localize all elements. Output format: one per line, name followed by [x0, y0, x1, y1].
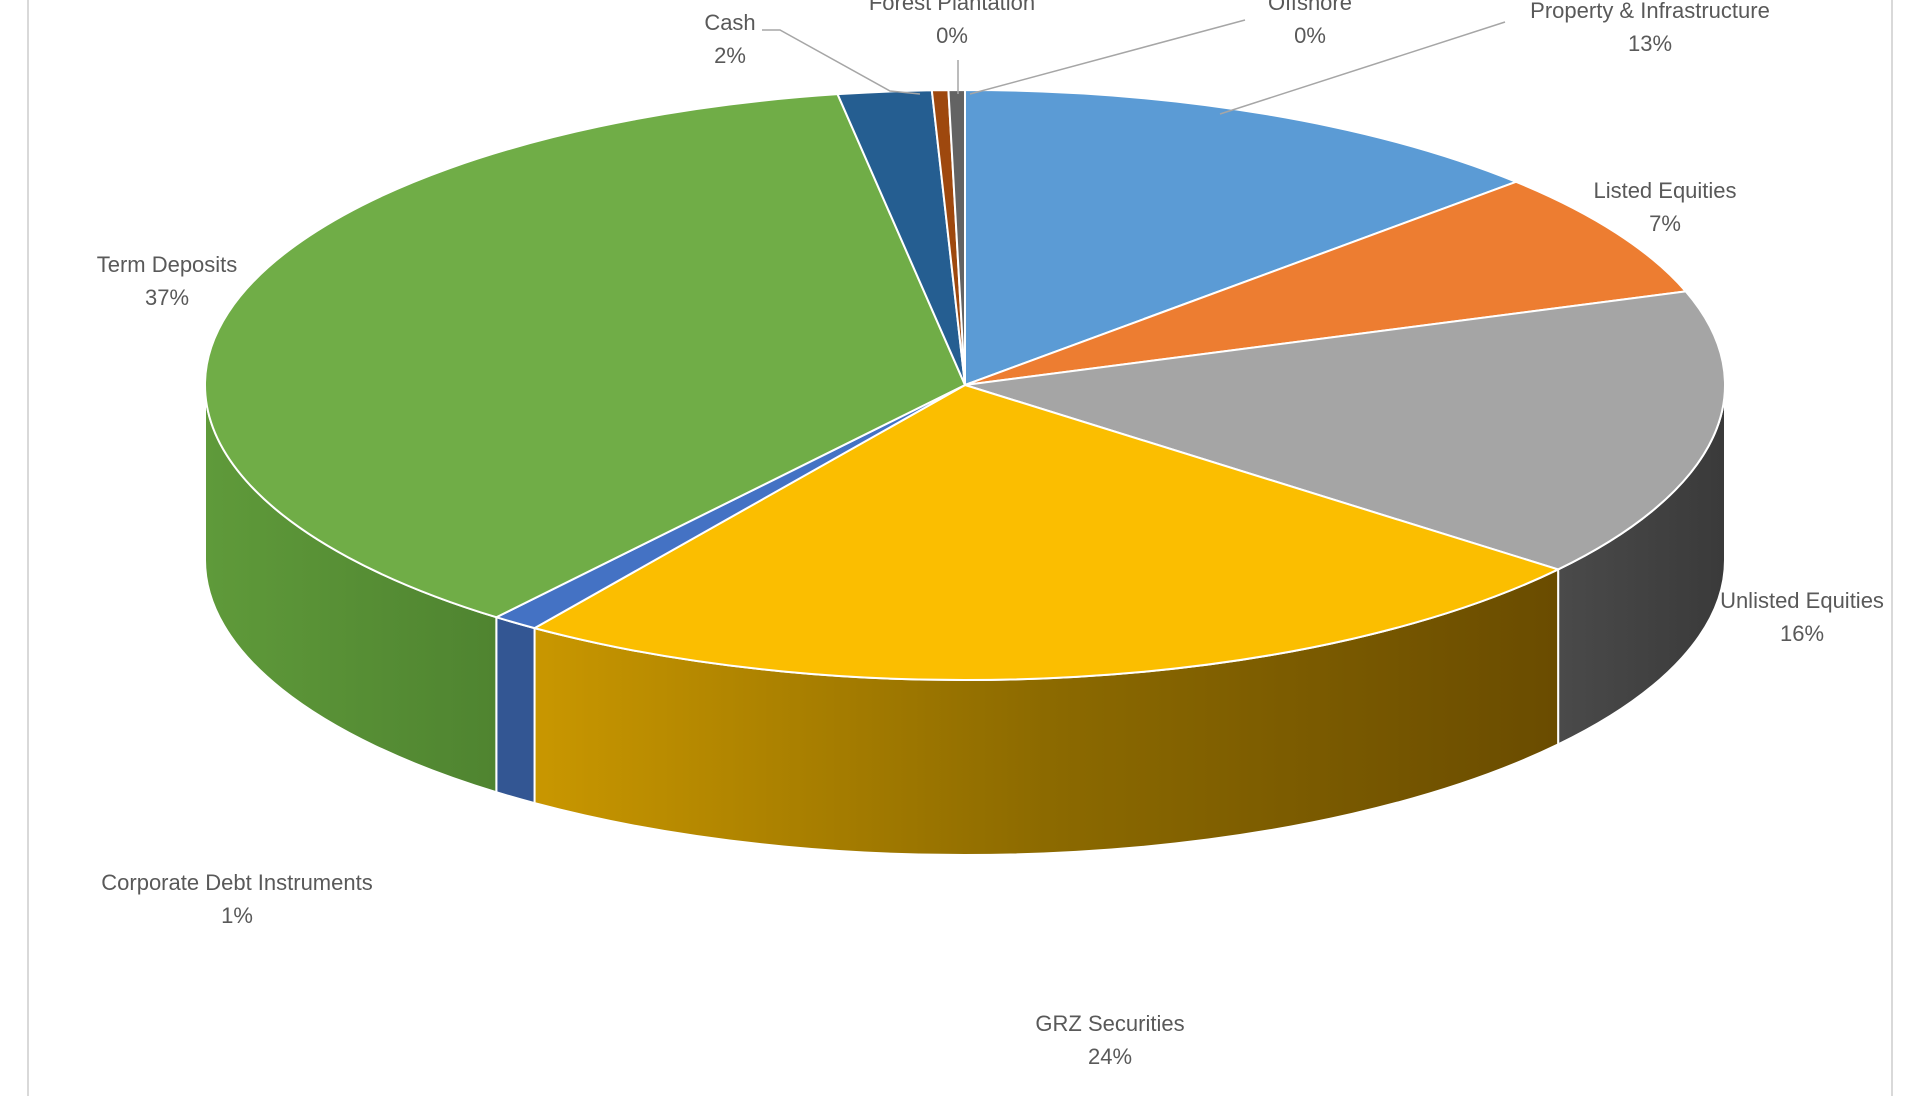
pie-slice-property-infrastructure	[964, 89, 1518, 386]
data-value-term-deposits: 37%	[145, 285, 189, 310]
data-label-property-infrastructure: Property & Infrastructure	[1530, 0, 1770, 23]
data-label-forest-plantation: Forest Plantation	[869, 0, 1035, 15]
leader-line-offshore	[969, 19, 1246, 95]
data-label-listed-equities: Listed Equities	[1593, 178, 1736, 203]
data-label-corporate-debt-instruments: Corporate Debt Instruments	[101, 870, 372, 895]
data-value-unlisted-equities: 16%	[1780, 621, 1824, 646]
data-value-listed-equities: 7%	[1649, 211, 1681, 236]
pie-slice-unlisted-equities	[964, 290, 1726, 571]
data-value-property-infrastructure: 13%	[1628, 31, 1672, 56]
data-value-cash: 2%	[714, 43, 746, 68]
pie-slice-listed-equities	[964, 180, 1687, 386]
data-label-offshore: Offshore	[1268, 0, 1352, 15]
data-value-forest-plantation: 0%	[936, 23, 968, 48]
pie-slice-offshore	[947, 89, 966, 386]
leader-line-cash	[762, 29, 921, 95]
chart-frame	[27, 0, 1893, 1096]
pie-slice-grz-securities	[533, 384, 1560, 681]
data-label-unlisted-equities: Unlisted Equities	[1720, 588, 1884, 613]
pie-slice-term-deposits	[204, 93, 966, 619]
leader-line-property-infrastructure	[1219, 21, 1506, 115]
data-value-grz-securities: 24%	[1088, 1044, 1132, 1069]
data-label-cash: Cash	[704, 10, 755, 35]
pie-side-corporate-debt-instruments	[495, 615, 536, 805]
data-value-offshore: 0%	[1294, 23, 1326, 48]
data-label-term-deposits: Term Deposits	[97, 252, 238, 277]
data-value-corporate-debt-instruments: 1%	[221, 903, 253, 928]
data-label-grz-securities: GRZ Securities	[1035, 1011, 1184, 1036]
